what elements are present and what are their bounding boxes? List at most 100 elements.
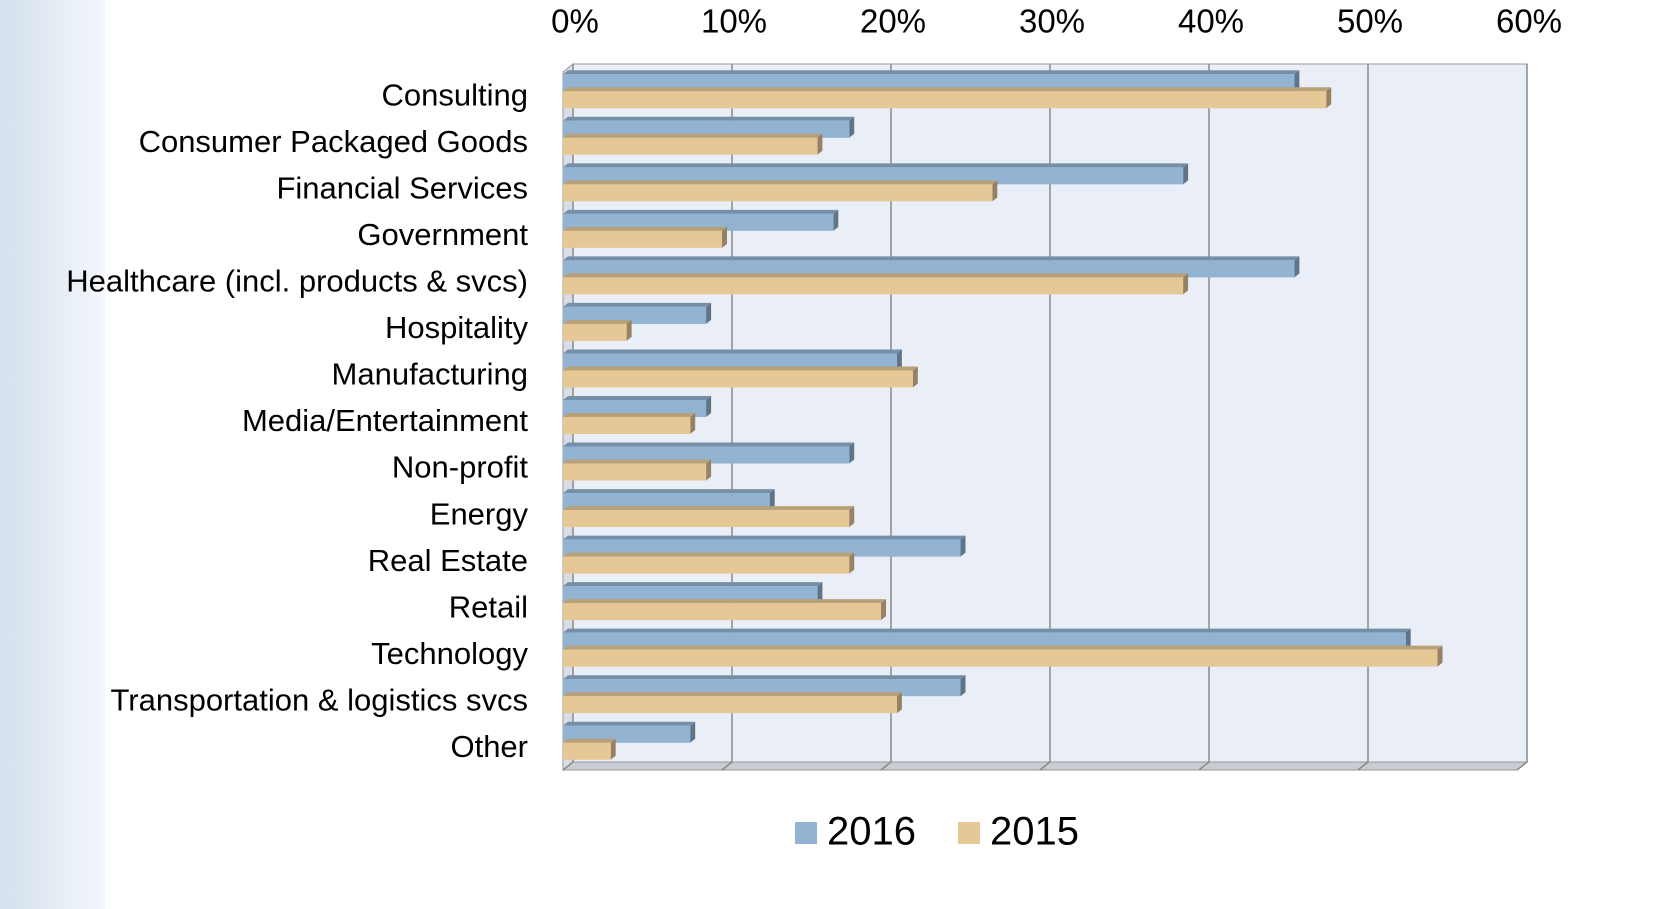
y-tick-label: Government [357,217,528,252]
grid-line [1198,64,1210,771]
bar-face [563,273,1189,278]
bar [563,256,1300,278]
y-tick-label: Financial Services [276,171,528,206]
bar [563,70,1300,92]
bar-face [849,442,855,464]
bar-face [690,413,696,434]
bar-face [563,552,855,557]
bar-face [563,463,707,481]
bar-face [1294,256,1300,278]
bar-face [563,120,850,138]
bar-face [563,489,775,494]
bar [563,721,696,743]
bar [563,319,632,341]
bar-face [563,442,855,447]
bar-face [563,556,850,574]
x-tick-label: 40% [1178,3,1244,40]
bar [563,413,696,434]
bar-face [1183,163,1189,185]
bar [563,226,727,248]
bar-face [563,603,881,621]
bar-face [563,163,1189,168]
bar [563,692,902,714]
grid-line [880,64,892,771]
bar-face [706,302,712,324]
y-tick-label: Energy [430,496,529,531]
bar-face [912,366,918,388]
bar-face [563,137,818,155]
bar-face [960,675,966,697]
bar [563,396,712,417]
bar-face [817,133,823,155]
legend-label: 2015 [990,810,1079,854]
bar-face [849,506,855,528]
bar [563,87,1332,109]
bar-face [706,396,712,417]
bar-face [563,696,897,714]
bar [563,506,855,528]
bar-face [563,213,834,231]
bar [563,133,823,155]
grid-line [1357,64,1369,771]
grid-line [562,64,574,771]
bar [563,209,839,231]
y-tick-label: Real Estate [368,543,528,578]
bar-face [563,417,691,434]
grid-line [721,64,733,771]
bar-face [563,353,897,371]
grid-line [1039,64,1051,771]
x-tick-label: 20% [860,3,926,40]
bar-face [563,277,1184,295]
bar-face [706,459,712,481]
bar-face [563,167,1184,185]
bar-face [563,649,1438,667]
x-tick-label: 0% [551,3,599,40]
bar-face [563,209,839,214]
bar [563,489,775,511]
bar-face [626,319,632,341]
bar-face [722,226,727,248]
bar-face [610,738,616,760]
bar-face [563,721,696,726]
bar-face [563,632,1406,650]
bar-face [563,91,1327,109]
bar-face [563,133,823,138]
bar-face [849,552,855,574]
bar-face [563,738,616,743]
bar-face [563,459,712,464]
bar [563,738,616,760]
bar-face [690,721,696,743]
bar-face [1183,273,1189,295]
bar-face [563,535,966,540]
bar-face [563,582,823,587]
bar-face [769,489,775,511]
bar-face [563,184,993,202]
y-tick-label: Other [450,729,528,764]
grid-line [1516,64,1528,771]
bar-face [563,349,902,354]
bar-face [563,679,961,697]
bar-face [563,599,886,604]
bar-face [960,535,966,557]
bar-face [563,70,1300,75]
y-tick-label: Non-profit [392,450,528,485]
bar-face [563,396,712,400]
bar-face [817,582,823,604]
y-tick-label: Consumer Packaged Goods [139,124,528,159]
legend-label: 2016 [827,810,916,854]
bar-face [896,349,902,371]
bar-face [563,692,902,697]
y-tick-label: Manufacturing [332,357,528,392]
bar [563,302,712,324]
bar-face [1405,628,1411,650]
side-band [0,0,105,909]
y-tick-label: Retail [449,589,528,624]
bar [563,273,1189,295]
bar-face [563,230,722,248]
bar [563,535,966,557]
bar-face [563,319,632,324]
bar-face [563,302,712,307]
bar-face [563,306,707,324]
x-tick-label: 30% [1019,3,1085,40]
bar-face [563,366,918,371]
